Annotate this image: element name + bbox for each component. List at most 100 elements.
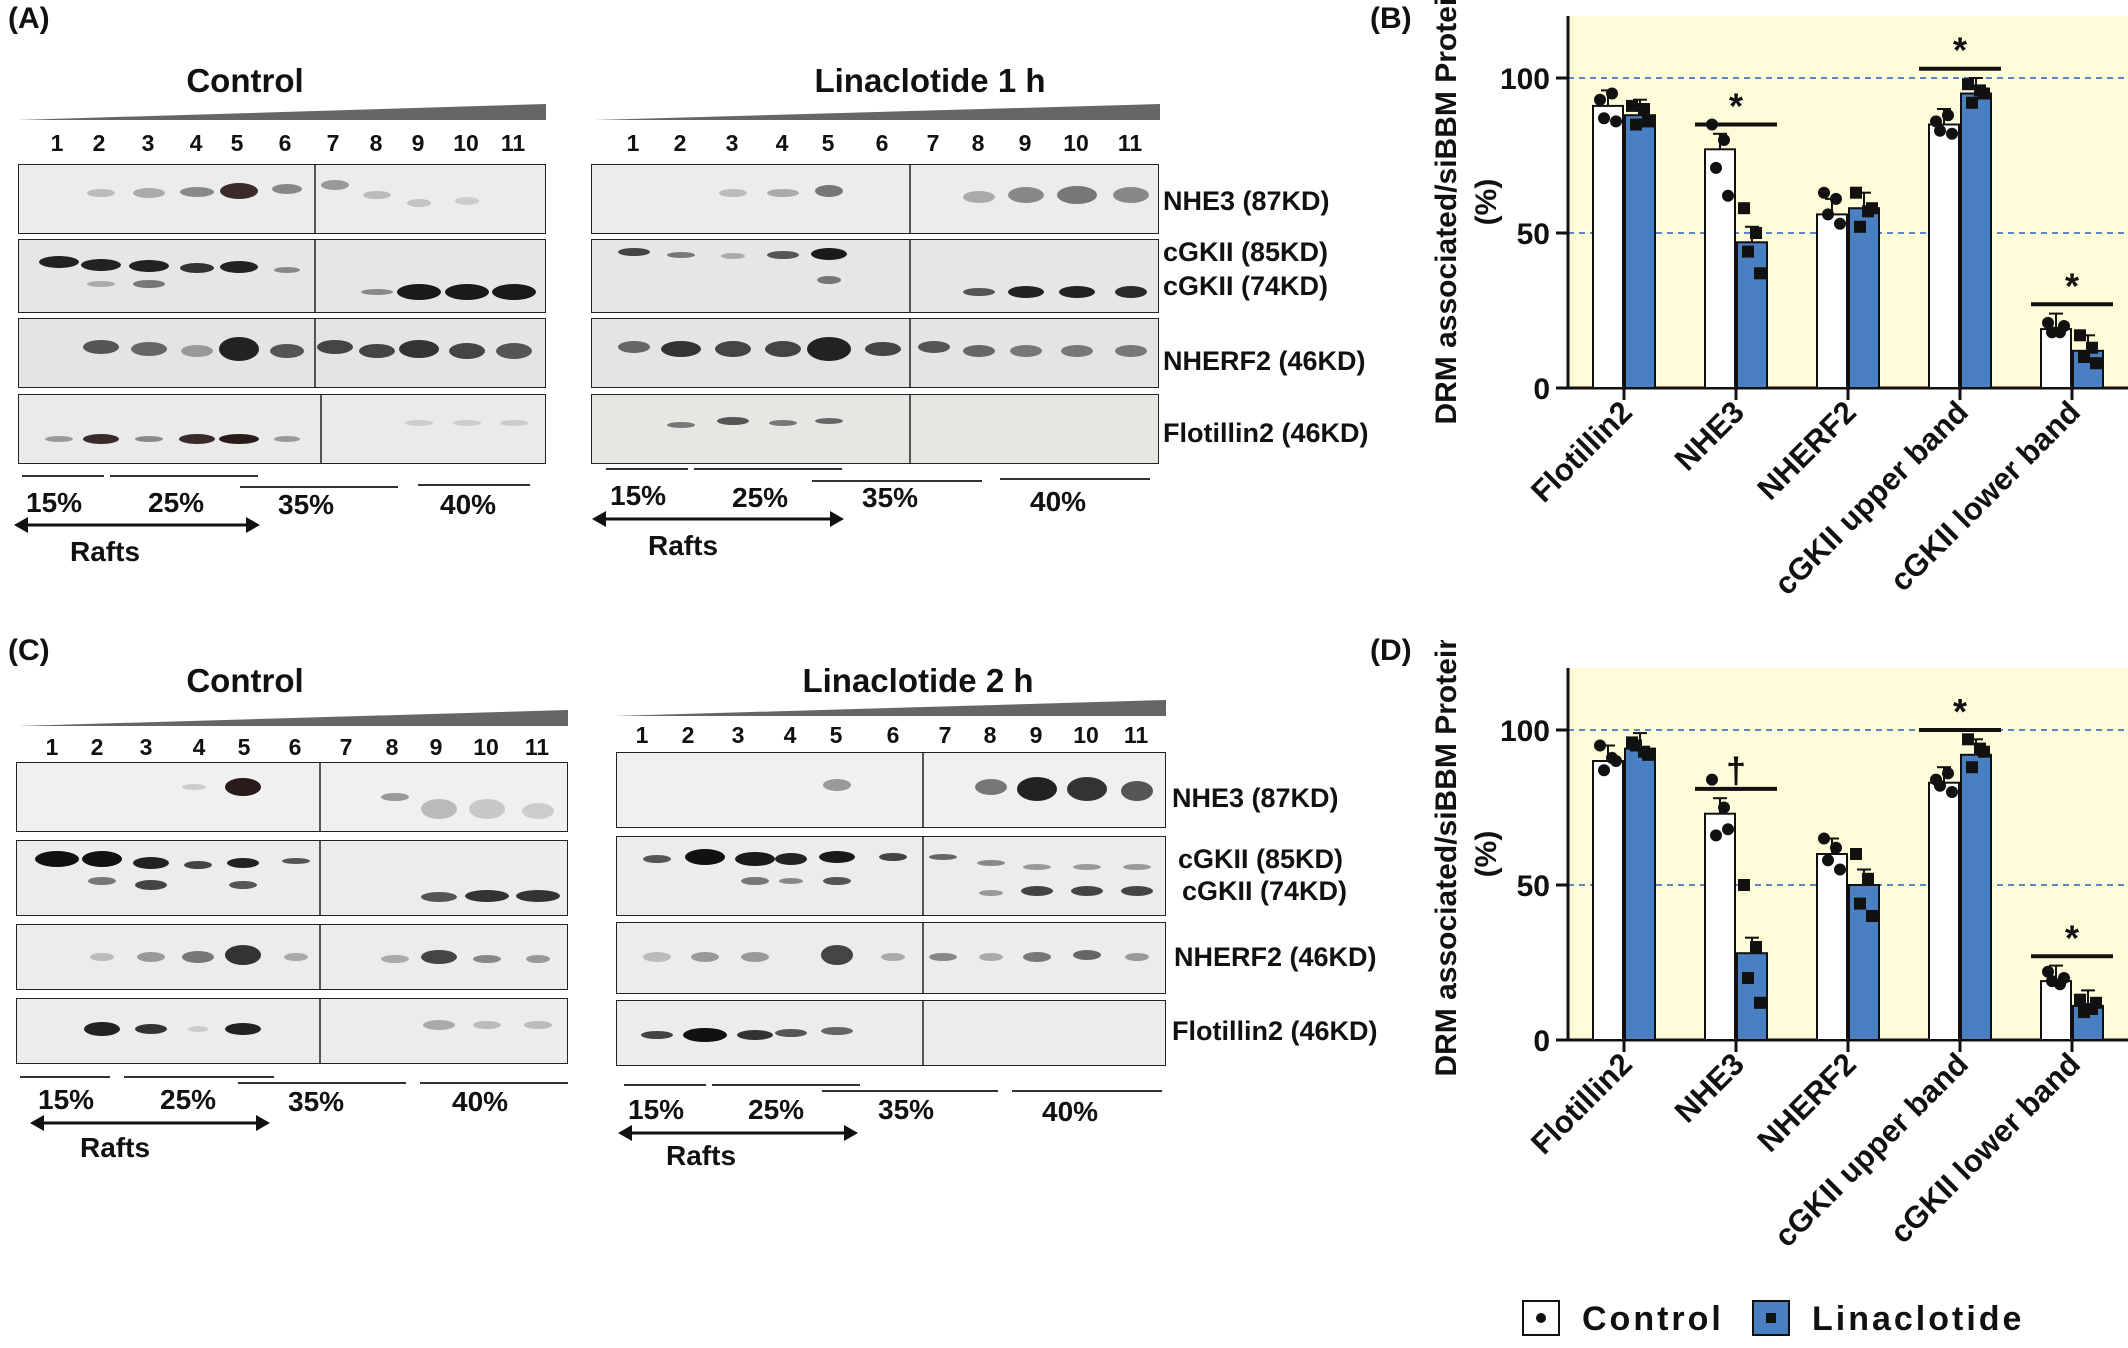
density-label: 15% bbox=[628, 1094, 685, 1125]
density-label: 25% bbox=[160, 1084, 217, 1115]
protein-label: NHE3 (87KD) bbox=[1163, 186, 1330, 216]
data-point-linaclotide bbox=[2074, 993, 2086, 1006]
bar-control bbox=[1592, 104, 1624, 390]
density-label: 40% bbox=[1030, 486, 1087, 517]
panel-letter-a: (A) bbox=[8, 2, 50, 35]
data-point-control bbox=[1606, 87, 1618, 100]
category-label: cGKII upper band bbox=[1768, 1046, 1975, 1253]
gradient-line bbox=[624, 1084, 706, 1086]
protein-label: cGKII (74KD) bbox=[1182, 876, 1348, 906]
data-point-control bbox=[1710, 829, 1722, 842]
legend-linaclotide-label: Linaclotide bbox=[1812, 1300, 2025, 1338]
bar-control bbox=[1704, 812, 1736, 1041]
lane-number: 3 bbox=[725, 130, 739, 156]
category-label: NHE3 bbox=[1668, 1046, 1751, 1129]
lane-number: 9 bbox=[411, 130, 425, 156]
data-point-control bbox=[1834, 863, 1846, 876]
bar-linaclotide bbox=[1624, 114, 1656, 389]
lane-number: 1 bbox=[50, 130, 64, 156]
bar-linaclotide bbox=[1736, 241, 1768, 389]
y-axis-label-unit: (%) bbox=[1470, 179, 1503, 226]
protein-label: cGKII (85KD) bbox=[1178, 844, 1344, 874]
lane-number: 7 bbox=[326, 130, 340, 156]
density-label: 15% bbox=[26, 487, 83, 518]
data-point-linaclotide bbox=[2074, 329, 2086, 342]
data-point-control bbox=[1718, 801, 1730, 814]
lane-number: 1 bbox=[626, 130, 640, 156]
data-point-linaclotide bbox=[1626, 99, 1638, 112]
lane-number: 4 bbox=[192, 734, 206, 760]
y-tick-label: 50 bbox=[1517, 218, 1550, 251]
lane-number: 8 bbox=[385, 734, 399, 760]
blot-strip bbox=[616, 1000, 1166, 1066]
lane-number: 5 bbox=[237, 734, 251, 760]
data-point-linaclotide bbox=[1866, 910, 1878, 922]
significance-mark: * bbox=[1729, 86, 1743, 127]
data-point-control bbox=[1942, 767, 1954, 780]
y-tick-label: 100 bbox=[1500, 63, 1550, 96]
gradient-line bbox=[240, 486, 398, 488]
lane-number: 7 bbox=[938, 722, 952, 748]
data-point-control bbox=[1722, 189, 1734, 202]
significance-mark: * bbox=[1953, 30, 1967, 71]
legend: Control Linaclotide bbox=[1522, 1298, 2042, 1342]
data-point-control bbox=[1930, 115, 1942, 128]
lane-number: 7 bbox=[926, 130, 940, 156]
lane-number: 5 bbox=[821, 130, 835, 156]
category-label: NHERF2 bbox=[1751, 394, 1863, 506]
rafts-label: Rafts bbox=[70, 536, 141, 567]
rafts-label: Rafts bbox=[648, 530, 719, 561]
lane-number: 4 bbox=[775, 130, 789, 156]
gradient-line bbox=[420, 1082, 568, 1084]
gradient-line bbox=[110, 475, 258, 477]
density-label: 40% bbox=[452, 1086, 509, 1117]
data-point-control bbox=[1942, 109, 1954, 122]
data-point-control bbox=[1598, 112, 1610, 125]
blot-title-control-a: Control bbox=[186, 62, 304, 99]
data-point-control bbox=[2058, 972, 2070, 984]
data-point-control bbox=[1834, 217, 1846, 230]
legend-control-label: Control bbox=[1582, 1300, 1724, 1338]
y-tick-label: 0 bbox=[1533, 373, 1550, 406]
lane-number: 6 bbox=[278, 130, 292, 156]
lane-number: 11 bbox=[524, 734, 550, 760]
gradient-line bbox=[124, 1076, 274, 1078]
category-label: cGKII upper band bbox=[1768, 394, 1975, 601]
density-label: 25% bbox=[748, 1094, 805, 1125]
bar-linaclotide bbox=[1736, 952, 1768, 1042]
protein-label: NHE3 (87KD) bbox=[1172, 783, 1339, 813]
lane-number: 1 bbox=[45, 734, 59, 760]
blot-strip bbox=[18, 239, 546, 313]
data-point-linaclotide bbox=[1854, 220, 1866, 233]
rafts-label: Rafts bbox=[666, 1140, 737, 1171]
rafts-arrow bbox=[30, 1115, 270, 1131]
data-point-control bbox=[1718, 134, 1730, 146]
lane-number: 8 bbox=[369, 130, 383, 156]
lane-number: 8 bbox=[971, 130, 985, 156]
lane-number: 8 bbox=[983, 722, 997, 748]
data-point-control bbox=[1830, 841, 1842, 854]
gradient-line bbox=[822, 1090, 998, 1092]
rafts-arrow bbox=[592, 511, 844, 527]
data-point-linaclotide bbox=[2086, 341, 2098, 354]
y-axis-label-unit: (%) bbox=[1470, 831, 1503, 878]
data-point-linaclotide bbox=[2090, 357, 2102, 370]
legend-linaclotide-swatch bbox=[1752, 1300, 1790, 1336]
gradient-line bbox=[1012, 1090, 1162, 1092]
data-point-control bbox=[1946, 786, 1958, 798]
data-point-linaclotide bbox=[2090, 996, 2102, 1009]
bar-control bbox=[1816, 853, 1848, 1041]
rafts-arrow bbox=[618, 1125, 858, 1141]
data-point-linaclotide bbox=[1854, 897, 1866, 910]
blot-strip bbox=[18, 164, 546, 234]
blot-strip bbox=[616, 922, 1166, 994]
significance-mark: * bbox=[1953, 691, 1967, 732]
y-axis-label-line: DRM associated/siBBM Protein bbox=[1430, 640, 1463, 1077]
lane-number: 2 bbox=[90, 734, 104, 760]
blot-strip bbox=[16, 762, 568, 832]
data-point-control bbox=[1818, 186, 1830, 199]
protein-label: Flotillin2 (46KD) bbox=[1172, 1016, 1378, 1046]
data-point-control bbox=[1934, 124, 1946, 137]
panel-letter-d: (D) bbox=[1370, 634, 1412, 667]
